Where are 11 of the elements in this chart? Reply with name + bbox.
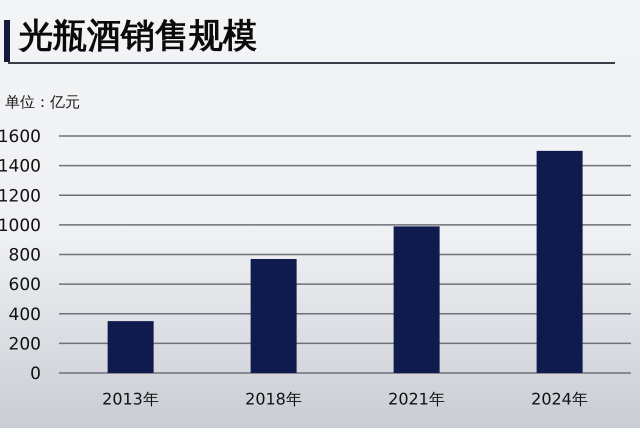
x-tick-label: 2024年 bbox=[531, 389, 588, 408]
y-tick-label: 200 bbox=[8, 334, 41, 354]
x-tick-label: 2021年 bbox=[388, 389, 445, 408]
y-tick-label: 800 bbox=[8, 246, 41, 266]
y-axis-title: 单位：亿元 bbox=[5, 92, 80, 112]
y-tick-label: 0 bbox=[30, 364, 41, 384]
y-tick-label: 600 bbox=[8, 275, 41, 296]
chart-title: 光瓶酒销售规模 bbox=[19, 15, 257, 58]
x-tick-label: 2018年 bbox=[245, 389, 302, 408]
x-tick-label: 2013年 bbox=[102, 389, 159, 408]
y-tick-label: 400 bbox=[8, 304, 41, 325]
